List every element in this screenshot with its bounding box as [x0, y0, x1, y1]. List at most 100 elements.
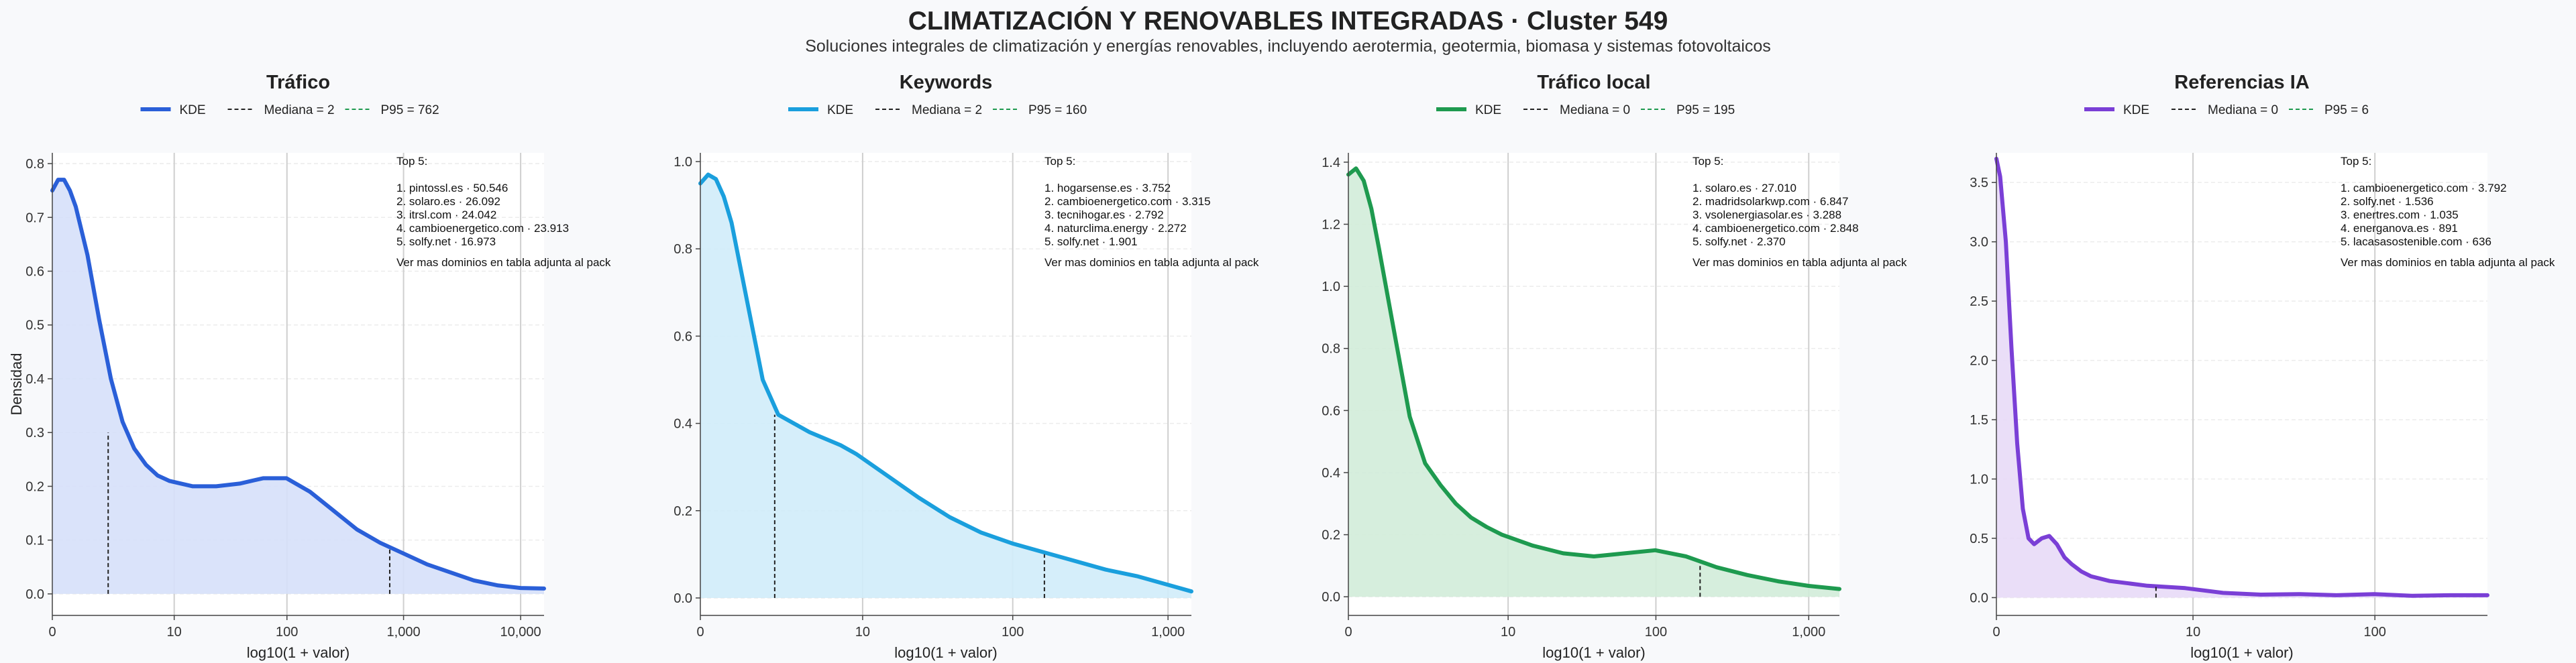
x-tick-label: 100 [2364, 625, 2386, 640]
kde-area [52, 180, 544, 594]
y-tick-label: 0.0 [1322, 590, 1340, 605]
top5-footer: Ver mas dominios en tabla adjunta al pac… [2341, 256, 2555, 269]
kde-area [700, 174, 1191, 598]
top5-item: 3. vsolenergiasolar.es · 3.288 [1693, 208, 1841, 221]
y-tick-label: 3.0 [1970, 235, 1988, 250]
page-subtitle: Soluciones integrales de climatización y… [805, 37, 1771, 56]
top5-item: 5. solfy.net · 16.973 [396, 235, 496, 248]
y-tick-label: 1.2 [1322, 218, 1340, 233]
y-tick-label: 2.5 [1970, 294, 1988, 309]
y-tick-label: 1.0 [1970, 473, 1988, 487]
top5-item: 1. cambioenergetico.com · 3.792 [2341, 182, 2507, 194]
top5-heading: Top 5: [1693, 155, 1723, 168]
x-tick-label: 1,000 [1151, 625, 1185, 640]
top5-footer: Ver mas dominios en tabla adjunta al pac… [1693, 256, 1907, 269]
x-tick-label: 0 [1992, 625, 2000, 640]
top5-heading: Top 5: [1044, 155, 1075, 168]
legend-p95-label: P95 = 160 [1028, 103, 1087, 117]
y-tick-label: 0.2 [1322, 528, 1340, 543]
top5-item: 2. solaro.es · 26.092 [396, 195, 500, 208]
kde-line [1346, 166, 1841, 591]
x-tick-label: 10 [2186, 625, 2200, 640]
top5-item: 4. cambioenergetico.com · 2.848 [1693, 222, 1859, 235]
top5-item: 5. solfy.net · 1.901 [1044, 235, 1138, 248]
top5-item: 2. madridsolarkwp.com · 6.847 [1693, 195, 1848, 208]
top5-footer: Ver mas dominios en tabla adjunta al pac… [1044, 256, 1259, 269]
top5-heading: Top 5: [2341, 155, 2371, 168]
legend-p95-label: P95 = 195 [1676, 103, 1735, 117]
legend-median-label: Mediana = 2 [264, 103, 335, 117]
legend-kde-label: KDE [2123, 103, 2149, 117]
legend-kde-label: KDE [1475, 103, 1501, 117]
x-tick-label: 1,000 [387, 625, 421, 640]
top5-heading: Top 5: [396, 155, 427, 168]
chart-panel-2: 0.0 0.2 0.4 0.6 0.8 1.0 0 10 100 1,000 log10(1 + v… [674, 72, 1259, 661]
y-axis-label: Densidad [8, 353, 25, 416]
top5-item: 1. pintossl.es · 50.546 [396, 182, 508, 194]
y-tick-label: 0.7 [25, 210, 44, 225]
y-tick-label: 0.2 [25, 479, 44, 494]
y-tick-label: 0.6 [674, 329, 692, 344]
top5-item: 2. cambioenergetico.com · 3.315 [1044, 195, 1211, 208]
y-tick-label: 0.0 [674, 591, 692, 606]
top5-item: 4. naturclima.energy · 2.272 [1044, 222, 1187, 235]
chart-title: Keywords [900, 72, 993, 93]
y-tick-label: 0.5 [1970, 532, 1988, 546]
top5-item: 4. cambioenergetico.com · 23.913 [396, 222, 569, 235]
legend-p95-label: P95 = 6 [2324, 103, 2369, 117]
y-tick-label: 0.5 [25, 318, 44, 333]
y-tick-label: 2.0 [1970, 354, 1988, 369]
legend: KDE Mediana = 2 P95 = 762 [140, 103, 439, 117]
chart-panel-4: 0.0 0.5 1.0 1.5 2.0 2.5 3.0 3.5 0 10 100 log10(1 + … [1970, 72, 2555, 661]
x-tick-label: 0 [48, 625, 56, 640]
top5-annotation: Top 5: 1. cambioenergetico.com · 3.7922. … [2341, 155, 2555, 269]
x-axis-label: log10(1 + valor) [2190, 644, 2293, 661]
legend-median-label: Mediana = 2 [912, 103, 982, 117]
x-tick-label: 10,000 [500, 625, 541, 640]
page-title: CLIMATIZACIÓN Y RENOVABLES INTEGRADAS · … [908, 7, 1668, 36]
top5-item: 5. lacasasostenible.com · 636 [2341, 235, 2491, 248]
y-tick-label: 1.4 [1322, 156, 1340, 170]
legend: KDE Mediana = 0 P95 = 195 [1436, 103, 1735, 117]
x-tick-label: 1,000 [1792, 625, 1825, 640]
y-tick-label: 1.5 [1970, 413, 1988, 428]
chart-title: Tráfico local [1537, 72, 1650, 93]
x-axis-label: log10(1 + valor) [247, 644, 350, 661]
kde-line [698, 172, 1193, 594]
y-tick-label: 0.8 [25, 157, 44, 172]
legend-kde-label: KDE [180, 103, 206, 117]
chart-title: Tráfico [266, 72, 330, 93]
x-tick-label: 100 [1645, 625, 1667, 640]
y-tick-label: 0.4 [674, 417, 692, 432]
x-axis-label: log10(1 + valor) [1542, 644, 1645, 661]
y-tick-label: 0.1 [25, 534, 44, 548]
y-tick-label: 0.6 [1322, 404, 1340, 418]
legend-kde-label: KDE [827, 103, 853, 117]
y-tick-label: 1.0 [674, 155, 692, 170]
x-tick-label: 100 [1002, 625, 1024, 640]
chart-title: Referencias IA [2174, 72, 2310, 93]
y-tick-label: 0.3 [25, 426, 44, 440]
y-tick-label: 0.8 [674, 242, 692, 257]
y-tick-label: 0.2 [674, 504, 692, 519]
kde-area [1996, 158, 2487, 598]
y-tick-label: 0.4 [1322, 466, 1340, 481]
top5-item: 1. solaro.es · 27.010 [1693, 182, 1796, 194]
y-tick-label: 1.0 [1322, 280, 1340, 294]
x-axis-label: log10(1 + valor) [894, 644, 997, 661]
top5-item: 1. hogarsense.es · 3.752 [1044, 182, 1171, 194]
legend: KDE Mediana = 2 P95 = 160 [788, 103, 1087, 117]
x-tick-label: 10 [855, 625, 870, 640]
x-tick-label: 0 [1344, 625, 1352, 640]
kde-line [1994, 156, 2489, 598]
y-tick-label: 0.6 [25, 265, 44, 280]
y-tick-label: 3.5 [1970, 176, 1988, 190]
legend-median-label: Mediana = 0 [2208, 103, 2278, 117]
top5-item: 3. tecnihogar.es · 2.792 [1044, 208, 1164, 221]
x-tick-label: 0 [696, 625, 704, 640]
top5-item: 3. itrsl.com · 24.042 [396, 208, 496, 221]
